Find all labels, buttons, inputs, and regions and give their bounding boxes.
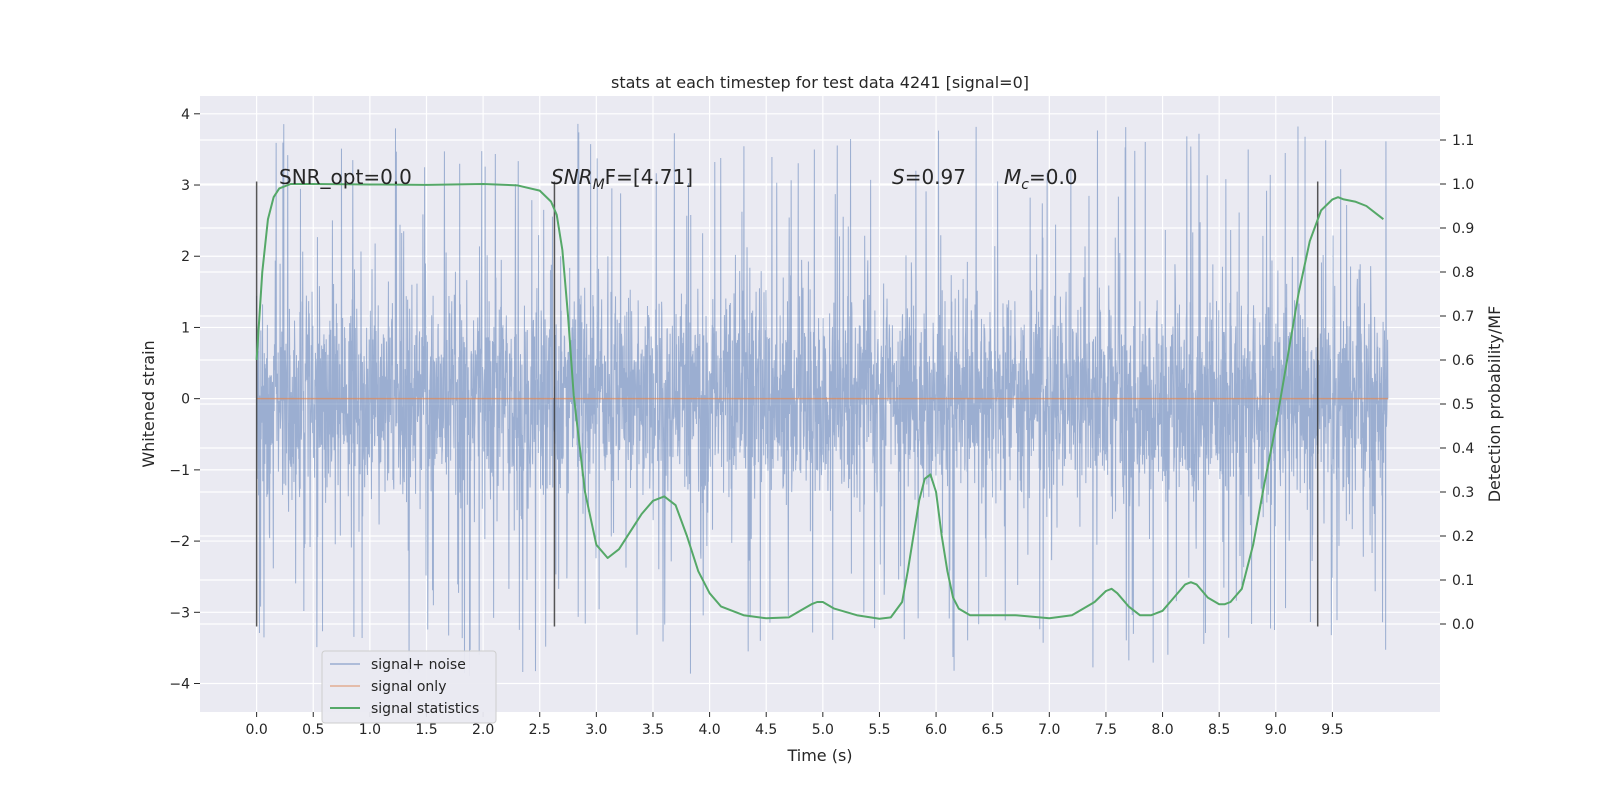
legend-label-signal-noise: signal+ noise xyxy=(371,657,466,673)
annotation-snr-mf-rest: F=[4.71] xyxy=(605,165,693,189)
legend-label-signal-statistics: signal statistics xyxy=(371,701,479,717)
legend: signal+ noise signal only signal statist… xyxy=(321,650,497,724)
annotation-mc-sub: c xyxy=(1021,177,1029,193)
y-left-tick-label-7: 3 xyxy=(181,178,190,194)
x-axis-label: Time (s) xyxy=(786,746,852,765)
x-tick-label-6: 3.0 xyxy=(585,722,607,738)
y-right-tick-label-1: 0.1 xyxy=(1452,573,1474,589)
y-right-tick-label-2: 0.2 xyxy=(1452,529,1474,545)
y-right-tick-label-7: 0.7 xyxy=(1452,309,1474,325)
y-right-tick-label-3: 0.3 xyxy=(1452,485,1474,501)
annotation-snr-mf-main: SNR xyxy=(551,165,593,189)
y-left-axis-label: Whitened strain xyxy=(139,340,158,467)
annotation-mc: Mc=0.0 xyxy=(1004,165,1078,193)
x-tick-label-16: 8.0 xyxy=(1151,722,1173,738)
y-left-tick-label-1: −3 xyxy=(169,605,190,621)
x-tick-label-19: 9.5 xyxy=(1321,722,1343,738)
x-tick-label-12: 6.0 xyxy=(925,722,947,738)
y-left-tick-label-2: −2 xyxy=(169,534,190,550)
x-tick-label-9: 4.5 xyxy=(755,722,777,738)
x-tick-label-18: 9.0 xyxy=(1265,722,1287,738)
y-right-tick-label-10: 1.0 xyxy=(1452,177,1474,193)
annotation-snr-opt: SNR_opt=0.0 xyxy=(279,165,412,189)
signal-statistics-line xyxy=(255,183,1384,620)
y-left-tick-label-4: 0 xyxy=(181,392,190,408)
y-right-axis-label: Detection probability/MF xyxy=(1485,306,1504,503)
annotations: SNR_opt=0.0 SNRMF=[4.71] S=0.97 Mc=0.0 xyxy=(279,165,1078,193)
y-right-tick-label-0: 0.0 xyxy=(1452,617,1474,633)
x-tick-label-5: 2.5 xyxy=(529,722,551,738)
signal-noise-line xyxy=(256,123,1389,676)
y-left-tick-label-6: 2 xyxy=(181,249,190,265)
x-tick-label-7: 3.5 xyxy=(642,722,664,738)
x-axis-ticks: 0.0 0.5 1.0 1.5 2.0 2.5 3.0 3.5 4.0 4.5 5.0 5.5 6.0 6… xyxy=(245,712,1344,738)
y-right-tick-label-5: 0.5 xyxy=(1452,397,1474,413)
y-right-axis-ticks: 0.0 0.1 0.2 0.3 0.4 0.5 0.6 0.7 0.8 0.9 1.0 1.1 xyxy=(1440,133,1474,633)
annotation-s-rest: =0.97 xyxy=(905,165,966,189)
vertical-markers xyxy=(255,181,1319,627)
x-tick-label-10: 5.0 xyxy=(812,722,834,738)
legend-box xyxy=(321,650,497,724)
x-tick-label-15: 7.5 xyxy=(1095,722,1117,738)
annotation-snr-mf: SNRMF=[4.71] xyxy=(551,165,693,193)
y-left-tick-label-8: 4 xyxy=(181,107,190,123)
x-tick-label-8: 4.0 xyxy=(698,722,720,738)
y-right-tick-label-4: 0.4 xyxy=(1452,441,1474,457)
legend-label-signal-only: signal only xyxy=(371,679,446,695)
annotation-mc-rest: =0.0 xyxy=(1029,165,1078,189)
x-tick-label-2: 1.0 xyxy=(359,722,381,738)
y-right-tick-label-9: 0.9 xyxy=(1452,221,1474,237)
annotation-mc-main: M xyxy=(1004,165,1021,189)
annotation-s: S=0.97 xyxy=(892,165,966,189)
annotation-snr-mf-sub: M xyxy=(593,177,605,193)
x-tick-label-17: 8.5 xyxy=(1208,722,1230,738)
annotation-s-main: S xyxy=(892,165,905,189)
x-tick-label-3: 1.5 xyxy=(415,722,437,738)
chart-title: stats at each timestep for test data 424… xyxy=(611,73,1029,92)
x-tick-label-0: 0.0 xyxy=(245,722,267,738)
y-left-tick-label-0: −4 xyxy=(169,677,190,693)
x-tick-label-1: 0.5 xyxy=(302,722,324,738)
x-tick-label-13: 6.5 xyxy=(982,722,1004,738)
y-left-axis-ticks: −4 −3 −2 −1 0 1 2 3 4 xyxy=(169,107,200,693)
y-left-tick-label-3: −1 xyxy=(169,463,190,479)
x-tick-label-4: 2.0 xyxy=(472,722,494,738)
series-signal-statistics xyxy=(255,183,1384,620)
y-right-tick-label-8: 0.8 xyxy=(1452,265,1474,281)
series-signal-noise xyxy=(256,123,1389,676)
y-left-tick-label-5: 1 xyxy=(181,320,190,336)
x-tick-label-11: 5.5 xyxy=(868,722,890,738)
y-right-tick-label-6: 0.6 xyxy=(1452,353,1474,369)
y-right-tick-label-11: 1.1 xyxy=(1452,133,1474,149)
x-tick-label-14: 7.0 xyxy=(1038,722,1060,738)
